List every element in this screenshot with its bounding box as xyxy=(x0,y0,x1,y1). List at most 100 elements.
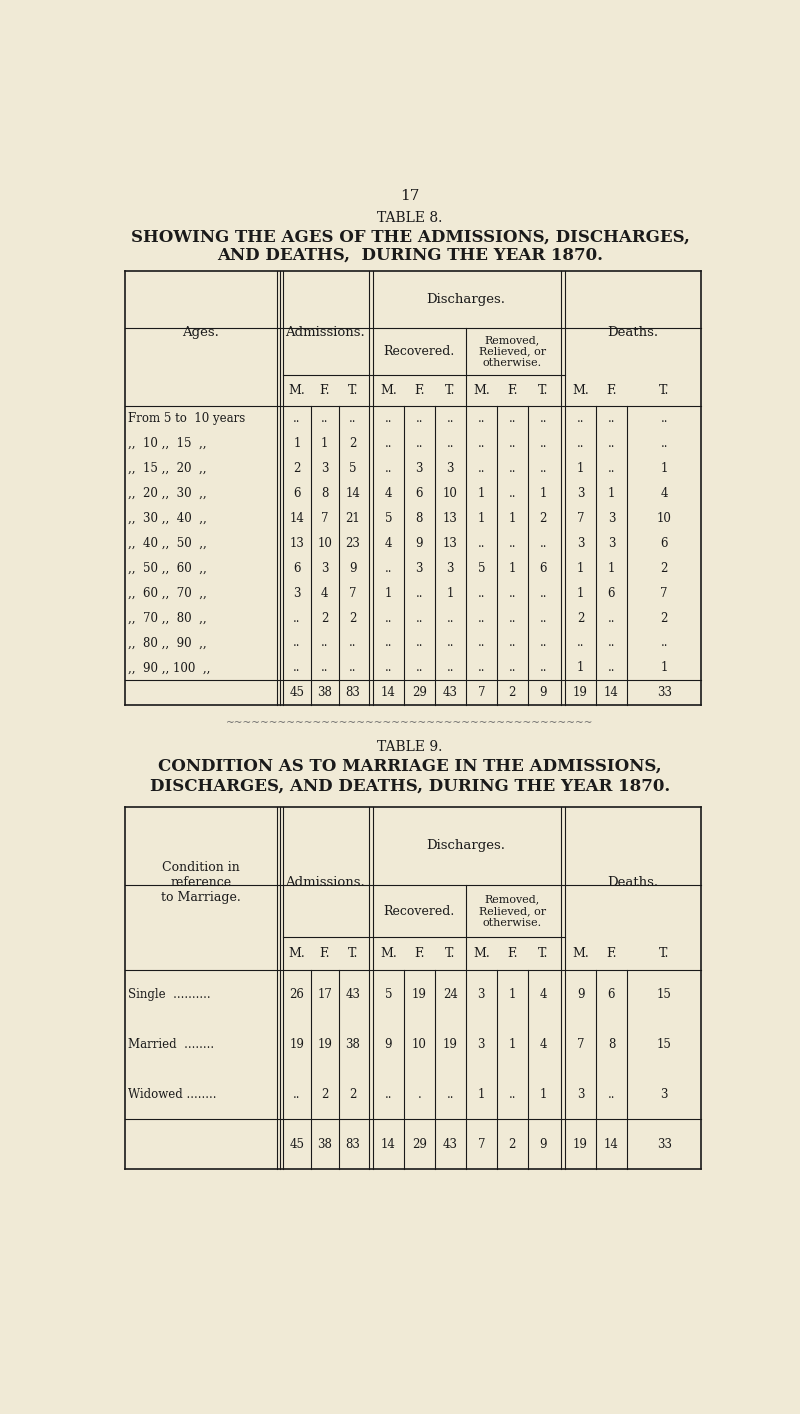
Text: 9: 9 xyxy=(349,561,357,574)
Text: 2: 2 xyxy=(661,611,668,625)
Text: 5: 5 xyxy=(478,561,485,574)
Text: 10: 10 xyxy=(443,486,458,499)
Text: 1: 1 xyxy=(608,486,615,499)
Text: 8: 8 xyxy=(321,486,329,499)
Text: ..: .. xyxy=(608,411,615,426)
Text: 3: 3 xyxy=(608,512,615,525)
Text: Single  ..........: Single .......... xyxy=(128,988,210,1001)
Text: ..: .. xyxy=(478,636,485,649)
Text: ..: .. xyxy=(539,411,547,426)
Text: ..: .. xyxy=(385,636,392,649)
Text: 1: 1 xyxy=(577,462,584,475)
Text: 9: 9 xyxy=(577,988,584,1001)
Text: T.: T. xyxy=(445,947,455,960)
Text: 1: 1 xyxy=(577,587,584,600)
Text: 2: 2 xyxy=(577,611,584,625)
Text: 33: 33 xyxy=(657,686,672,700)
Text: ..: .. xyxy=(415,662,423,674)
Text: Removed,
Relieved, or
otherwise.: Removed, Relieved, or otherwise. xyxy=(478,895,546,928)
Text: ..: .. xyxy=(478,611,485,625)
Text: 1: 1 xyxy=(577,561,584,574)
Text: T.: T. xyxy=(659,947,670,960)
Text: 14: 14 xyxy=(290,512,304,525)
Text: ,,  90 ,, 100  ,,: ,, 90 ,, 100 ,, xyxy=(128,662,210,674)
Text: 2: 2 xyxy=(349,611,356,625)
Text: 4: 4 xyxy=(321,587,329,600)
Text: 19: 19 xyxy=(573,1138,588,1151)
Text: Condition in
reference
to Marriage.: Condition in reference to Marriage. xyxy=(161,861,241,905)
Text: 7: 7 xyxy=(478,686,485,700)
Text: ..: .. xyxy=(539,611,547,625)
Text: 7: 7 xyxy=(349,587,357,600)
Text: ..: .. xyxy=(608,636,615,649)
Text: 3: 3 xyxy=(478,1038,485,1051)
Text: 1: 1 xyxy=(661,462,668,475)
Text: F.: F. xyxy=(507,947,518,960)
Text: 19: 19 xyxy=(573,686,588,700)
Text: 19: 19 xyxy=(290,1038,304,1051)
Text: ..: .. xyxy=(415,411,423,426)
Text: ,,  70 ,,  80  ,,: ,, 70 ,, 80 ,, xyxy=(128,611,206,625)
Text: ..: .. xyxy=(478,462,485,475)
Text: ..: .. xyxy=(509,462,516,475)
Text: 6: 6 xyxy=(415,486,423,499)
Text: 1: 1 xyxy=(478,486,485,499)
Text: 29: 29 xyxy=(412,1138,426,1151)
Text: 29: 29 xyxy=(412,686,426,700)
Text: ..: .. xyxy=(478,437,485,450)
Text: ..: .. xyxy=(349,411,357,426)
Text: T.: T. xyxy=(538,947,549,960)
Text: T.: T. xyxy=(538,385,549,397)
Text: 3: 3 xyxy=(321,561,329,574)
Text: 43: 43 xyxy=(345,988,360,1001)
Text: ,,  30 ,,  40  ,,: ,, 30 ,, 40 ,, xyxy=(128,512,206,525)
Text: Discharges.: Discharges. xyxy=(426,293,506,305)
Text: ..: .. xyxy=(415,636,423,649)
Text: ..: .. xyxy=(478,537,485,550)
Text: ..: .. xyxy=(608,1087,615,1102)
Text: 21: 21 xyxy=(346,512,360,525)
Text: 7: 7 xyxy=(577,1038,584,1051)
Text: 7: 7 xyxy=(321,512,329,525)
Text: 5: 5 xyxy=(385,512,392,525)
Text: 9: 9 xyxy=(385,1038,392,1051)
Text: 4: 4 xyxy=(539,988,547,1001)
Text: 3: 3 xyxy=(577,1087,584,1102)
Text: ..: .. xyxy=(385,561,392,574)
Text: ..: .. xyxy=(385,437,392,450)
Text: ,,  40 ,,  50  ,,: ,, 40 ,, 50 ,, xyxy=(128,537,206,550)
Text: ,,  50 ,,  60  ,,: ,, 50 ,, 60 ,, xyxy=(128,561,206,574)
Text: ..: .. xyxy=(446,437,454,450)
Text: TABLE 8.: TABLE 8. xyxy=(378,211,442,225)
Text: M.: M. xyxy=(572,385,589,397)
Text: 14: 14 xyxy=(604,1138,619,1151)
Text: 2: 2 xyxy=(293,462,301,475)
Text: 1: 1 xyxy=(540,1087,547,1102)
Text: ..: .. xyxy=(509,662,516,674)
Text: F.: F. xyxy=(606,947,617,960)
Text: ..: .. xyxy=(293,662,301,674)
Text: 1: 1 xyxy=(509,1038,516,1051)
Text: ..: .. xyxy=(608,437,615,450)
Text: TABLE 9.: TABLE 9. xyxy=(378,740,442,754)
Text: 4: 4 xyxy=(385,486,392,499)
Text: 2: 2 xyxy=(321,611,329,625)
Text: M.: M. xyxy=(380,385,397,397)
Text: 3: 3 xyxy=(415,462,423,475)
Text: ..: .. xyxy=(509,1087,516,1102)
Text: Recovered.: Recovered. xyxy=(384,345,455,358)
Text: 24: 24 xyxy=(443,988,458,1001)
Text: F.: F. xyxy=(606,385,617,397)
Text: F.: F. xyxy=(414,385,425,397)
Text: 3: 3 xyxy=(661,1087,668,1102)
Text: ..: .. xyxy=(539,462,547,475)
Text: ,,  20 ,,  30  ,,: ,, 20 ,, 30 ,, xyxy=(128,486,206,499)
Text: 1: 1 xyxy=(478,512,485,525)
Text: ..: .. xyxy=(509,611,516,625)
Text: ..: .. xyxy=(446,1087,454,1102)
Text: ..: .. xyxy=(509,486,516,499)
Text: 10: 10 xyxy=(318,537,332,550)
Text: ,,  80 ,,  90  ,,: ,, 80 ,, 90 ,, xyxy=(128,636,206,649)
Text: 14: 14 xyxy=(604,686,619,700)
Text: M.: M. xyxy=(289,385,306,397)
